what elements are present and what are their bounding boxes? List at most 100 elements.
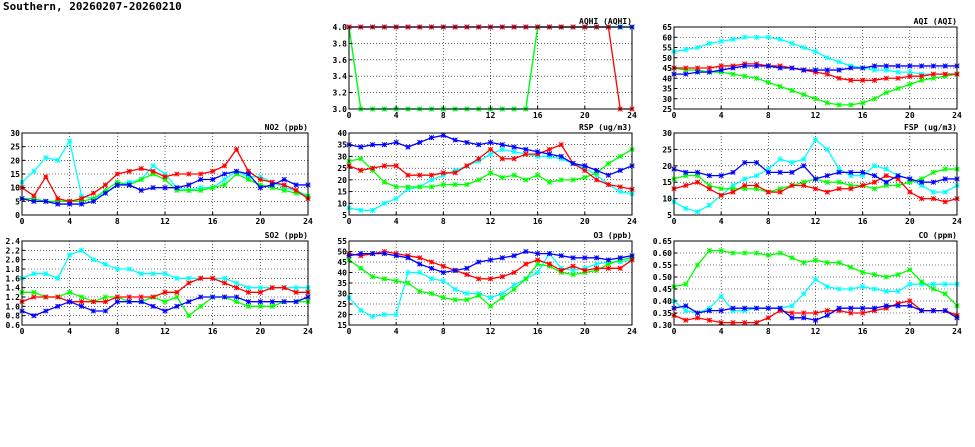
y-tick-label: 40 [337, 129, 347, 138]
data-point [126, 299, 132, 305]
data-point [930, 179, 937, 185]
data-point [570, 160, 576, 167]
data-point [257, 285, 263, 291]
data-point [210, 176, 216, 183]
data-point [499, 295, 505, 301]
data-point [789, 303, 795, 309]
x-tick-label: 0 [672, 327, 677, 336]
y-tick-label: 0.35 [653, 309, 672, 318]
data-point [718, 172, 724, 179]
data-point [789, 87, 795, 94]
data-point [860, 310, 866, 316]
data-point [765, 315, 771, 321]
data-point [31, 198, 37, 204]
data-point [186, 182, 192, 188]
data-point [706, 40, 713, 47]
data-point [245, 168, 252, 174]
data-point [43, 174, 49, 180]
data-point [753, 319, 760, 326]
data-point [464, 290, 470, 297]
data-point [31, 294, 37, 300]
data-point [440, 181, 446, 188]
data-point [883, 75, 889, 81]
data-point [523, 261, 529, 267]
data-point [907, 189, 913, 195]
data-point [546, 250, 553, 257]
data-point [198, 171, 204, 177]
data-point [848, 264, 854, 271]
data-point [718, 192, 724, 198]
data-point [162, 176, 168, 183]
x-tick-label: 8 [766, 217, 771, 226]
data-point [836, 59, 842, 65]
data-point [369, 207, 376, 213]
data-point [523, 248, 529, 255]
data-point [78, 193, 85, 199]
data-point [546, 179, 553, 185]
data-point [67, 198, 73, 204]
data-point [836, 305, 842, 311]
data-point [730, 169, 736, 176]
x-tick-label: 8 [115, 327, 120, 336]
data-point [150, 294, 156, 300]
data-point [930, 286, 937, 292]
data-point [706, 307, 713, 314]
data-point [593, 255, 600, 261]
data-point [358, 156, 364, 162]
chart-title: RSP (ug/m3) [579, 123, 632, 132]
data-point [777, 186, 783, 192]
data-point [174, 275, 180, 281]
data-point [860, 283, 866, 290]
y-tick-label: 1.2 [6, 293, 21, 302]
data-point [617, 153, 623, 160]
x-tick-label: 0 [347, 217, 352, 226]
data-point [245, 174, 252, 180]
data-point [210, 294, 216, 300]
data-point [930, 169, 937, 176]
data-point [848, 186, 854, 192]
data-point [233, 294, 240, 300]
data-point [694, 209, 701, 215]
data-point [742, 159, 748, 166]
data-point [511, 172, 517, 178]
data-point [730, 250, 736, 256]
data-point [90, 198, 97, 204]
data-point [706, 247, 713, 254]
y-tick-label: 25 [10, 143, 20, 152]
data-point [836, 75, 842, 81]
data-point [428, 290, 435, 297]
data-point [801, 156, 807, 162]
x-tick-label: 20 [905, 327, 915, 336]
data-point [90, 257, 97, 263]
data-point [381, 163, 388, 169]
data-point [789, 40, 795, 47]
data-point [683, 205, 689, 212]
data-point [114, 266, 120, 272]
x-tick-label: 12 [486, 217, 496, 226]
data-point [706, 317, 713, 323]
data-point [558, 253, 564, 259]
data-point [428, 276, 435, 282]
x-tick-label: 0 [347, 111, 352, 120]
data-point [824, 283, 830, 290]
y-tick-label: 65 [662, 23, 672, 32]
data-point [102, 182, 109, 188]
data-point [114, 171, 120, 177]
data-point [824, 55, 830, 61]
x-tick-label: 4 [394, 111, 399, 120]
data-point [883, 172, 889, 179]
data-point [150, 185, 156, 191]
data-point [269, 182, 275, 188]
data-point [174, 171, 180, 177]
data-point [31, 313, 37, 319]
data-point [942, 176, 948, 182]
data-point [358, 167, 364, 174]
data-point [487, 170, 494, 176]
data-point [848, 310, 854, 316]
data-point [942, 291, 948, 297]
x-tick-label: 24 [627, 217, 637, 226]
data-point [78, 198, 85, 204]
data-point [801, 91, 807, 98]
data-point [281, 299, 287, 305]
